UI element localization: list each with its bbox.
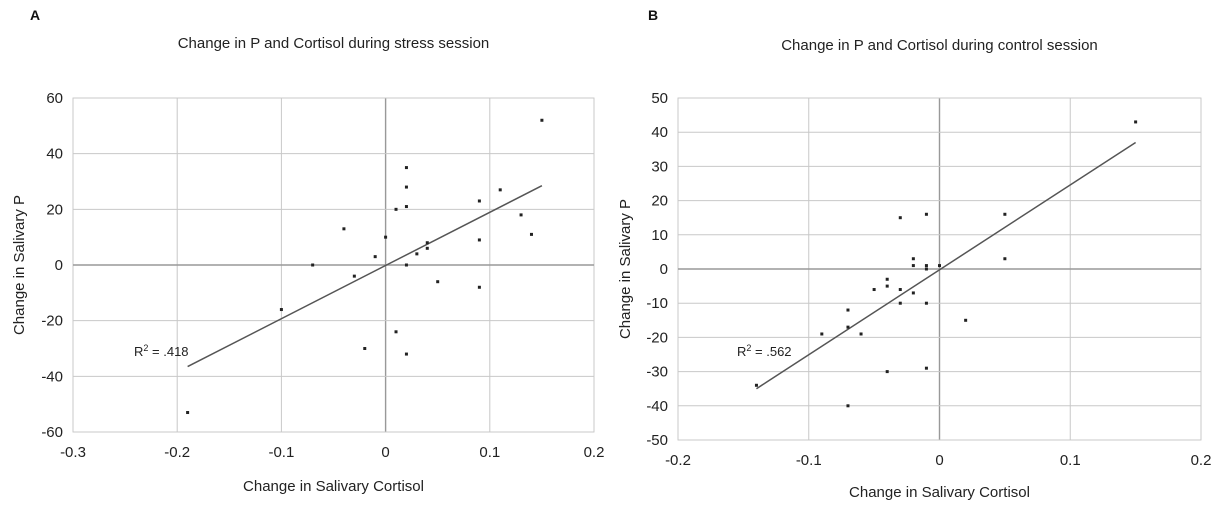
panel-b-data-point (1003, 257, 1007, 261)
panel-a-trendline (187, 185, 543, 368)
panel-a-data-point (425, 241, 429, 245)
panel-b-y-tick-label: 0 (660, 261, 668, 278)
panel-b-data-point (924, 264, 928, 268)
panel-b-data-point (964, 318, 968, 322)
panel-b-data-point (938, 264, 941, 268)
panel-b-data-point (924, 301, 928, 305)
panel-b-control: B Change in P and Cortisol during control… (617, 7, 1211, 501)
panel-a-data-point (540, 118, 544, 122)
panel-a-data-point (279, 308, 283, 312)
panel-b-y-tick-label: -50 (646, 432, 668, 449)
panel-b-y-tick-label: -20 (646, 329, 668, 346)
panel-b-data-point (885, 277, 889, 281)
panel-b-data-point (911, 257, 915, 261)
panel-a-data-point (404, 263, 408, 267)
panel-a-y-tick-label: -20 (41, 313, 63, 330)
panel-b-data-point (846, 325, 850, 329)
panel-b-data-point (924, 267, 928, 271)
panel-a-y-tick-label: 40 (46, 146, 63, 163)
panel-a-data-point (477, 199, 481, 203)
panel-b-data-point (885, 284, 889, 288)
panel-b-data-point (911, 291, 915, 295)
panel-a-data-point (363, 347, 367, 350)
panel-a-r-squared-annotation: R2 = .418 (134, 343, 189, 359)
panel-b-data-point (846, 308, 850, 312)
panel-b-y-tick-label: -10 (646, 295, 668, 312)
panel-a-data-point (384, 235, 388, 239)
panel-a-data-point (425, 246, 429, 250)
panel-a-data-point (404, 185, 408, 189)
panel-a-y-axis-label: Change in Salivary P (11, 195, 28, 335)
panel-a-y-tick-label: 0 (55, 257, 63, 274)
panel-b-data-point (924, 366, 928, 370)
panel-a-y-tick-label: -40 (41, 368, 63, 385)
panel-b-data-point (885, 370, 889, 374)
panel-a-stress: A Change in P and Cortisol during stress … (11, 7, 604, 495)
panel-a-data-point (373, 255, 377, 259)
panel-a-x-tick-label: -0.3 (60, 444, 86, 461)
panel-a-data-point (498, 188, 502, 192)
panel-b-title: Change in P and Cortisol during control … (781, 37, 1098, 54)
panel-a-data-point (477, 238, 481, 242)
panel-b-data-point (1134, 120, 1138, 124)
panel-b-data-point (820, 332, 824, 336)
panel-a-data-point (477, 285, 481, 289)
panel-a-data-point (415, 252, 419, 256)
panel-b-y-tick-label: -40 (646, 398, 668, 415)
panel-a-y-tick-label: 20 (46, 201, 63, 218)
panel-a-data-point (186, 411, 190, 415)
panel-b-trendline (756, 141, 1137, 390)
panel-b-y-tick-label: 20 (651, 193, 668, 210)
panel-a-y-tick-label: -60 (41, 424, 63, 441)
panel-a-x-tick-label: 0 (381, 444, 389, 461)
panel-b-data-point (846, 404, 850, 408)
panel-a-data-point (436, 280, 440, 284)
panel-a-data-point (394, 207, 398, 211)
panel-b-data-point (754, 383, 758, 387)
panel-b-x-tick-label: -0.2 (665, 452, 691, 469)
panel-b-y-tick-label: 40 (651, 124, 668, 141)
panel-a-y-tick-label: 60 (46, 90, 63, 107)
panel-b-y-tick-label: -30 (646, 364, 668, 381)
panel-a-x-tick-label: -0.1 (268, 444, 294, 461)
panel-b-x-tick-label: 0.1 (1060, 452, 1081, 469)
panel-a-data-point (311, 263, 315, 267)
panel-b-y-tick-label: 10 (651, 227, 668, 244)
panel-b-data-point (924, 212, 928, 216)
panel-b-x-tick-label: 0 (935, 452, 943, 469)
panel-a-data-point (342, 227, 346, 231)
panel-b-data-point (911, 264, 915, 268)
panel-b-x-axis-label: Change in Salivary Cortisol (849, 484, 1030, 501)
panel-b-data-point (872, 288, 876, 292)
panel-a-letter: A (30, 7, 40, 23)
panel-b-data-point (898, 216, 902, 220)
panel-a-data-point (519, 213, 523, 217)
panel-a-data-point (404, 205, 408, 209)
panel-a-data-point (404, 166, 408, 170)
panel-a-x-axis-label: Change in Salivary Cortisol (243, 478, 424, 495)
panel-b-data-point (1003, 212, 1007, 216)
panel-b-letter: B (648, 7, 658, 23)
panel-b-x-tick-label: -0.1 (796, 452, 822, 469)
panel-b-data-point (898, 288, 902, 292)
panel-b-y-tick-label: 30 (651, 158, 668, 175)
panel-a-x-tick-label: 0.1 (479, 444, 500, 461)
panel-a-data-point (394, 330, 398, 334)
panel-a-x-tick-label: -0.2 (164, 444, 190, 461)
panel-b-y-tick-label: 50 (651, 90, 668, 107)
panel-b-data-point (898, 301, 902, 305)
panel-b-data-point (859, 332, 863, 336)
panel-b-y-axis-label: Change in Salivary P (617, 199, 634, 339)
panel-b-x-tick-label: 0.2 (1191, 452, 1212, 469)
panel-a-data-point (404, 352, 408, 356)
panel-b-r-squared-annotation: R2 = .562 (737, 343, 792, 359)
panel-a-data-point (529, 232, 533, 236)
panel-a-data-point (352, 274, 356, 278)
panel-a-x-tick-label: 0.2 (584, 444, 605, 461)
panel-a-title: Change in P and Cortisol during stress s… (178, 35, 490, 52)
